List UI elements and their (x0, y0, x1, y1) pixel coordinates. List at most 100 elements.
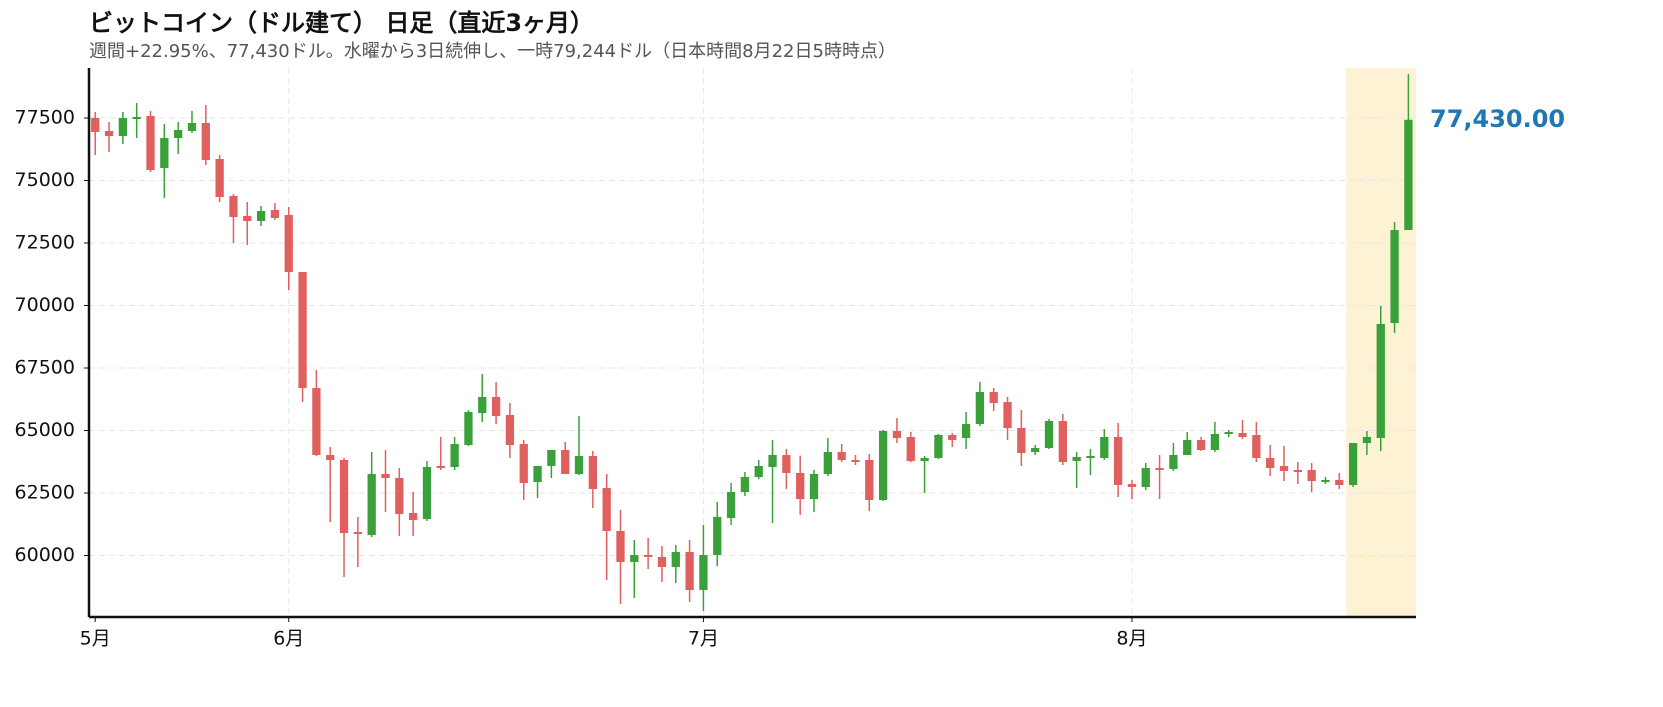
candle-body (91, 118, 100, 132)
candle-body (920, 458, 929, 461)
candle-body (1224, 432, 1233, 434)
candle-body (1293, 470, 1302, 472)
candle-body (533, 466, 542, 482)
candle-body (229, 196, 238, 217)
candle-body (975, 392, 985, 424)
candle-body (837, 452, 846, 460)
candle-body (1183, 440, 1192, 455)
candle-body (478, 397, 487, 413)
candle-body (1307, 470, 1316, 481)
candle-body (1086, 456, 1095, 458)
candle-body (561, 450, 570, 474)
candle-body (1155, 468, 1164, 470)
y-tick-label: 67500 (15, 357, 75, 379)
y-tick-label: 62500 (15, 482, 75, 504)
y-tick-label: 70000 (15, 294, 75, 316)
candle-body (312, 388, 321, 455)
candle-body (574, 456, 584, 474)
candle-body (713, 517, 722, 555)
candle-body (547, 450, 556, 466)
candle-body (1376, 324, 1385, 438)
candle-body (1017, 428, 1026, 453)
candle-body (326, 455, 335, 460)
candle-body (1238, 433, 1247, 437)
candle-body (1003, 402, 1012, 428)
x-tick-label: 7月 (688, 628, 719, 650)
candle-body (146, 116, 155, 170)
y-tick-label: 77500 (15, 107, 75, 129)
candle-body (1141, 468, 1150, 487)
candle-body (685, 552, 694, 590)
candle-body (1266, 458, 1275, 468)
candle-body (754, 466, 763, 477)
candle-body (174, 130, 183, 138)
candle-body (1252, 435, 1261, 458)
candle-body (381, 474, 390, 478)
candle-body (353, 532, 363, 534)
candle-body (865, 460, 874, 500)
candle-body (436, 466, 445, 468)
candle-body (118, 118, 128, 136)
candle-body (1196, 440, 1206, 450)
last-price-label: 77,430.00 (1430, 105, 1565, 133)
chart-title: ビットコイン（ドル建て） 日足（直近3ヶ月） (89, 9, 594, 37)
candle-body (505, 415, 515, 445)
candle-body (1279, 466, 1289, 471)
candle-body (740, 477, 750, 492)
candle-body (602, 488, 611, 531)
x-tick-label: 5月 (80, 628, 111, 650)
candle-body (616, 531, 625, 562)
candle-body (464, 412, 473, 445)
candle-body (1404, 119, 1413, 230)
candle-body (160, 138, 169, 168)
y-tick-label: 60000 (15, 544, 75, 566)
candle-body (657, 557, 667, 567)
chart-subtitle: 週間+22.95%、77,430ドル。水曜から3日続伸し、一時79,244ドル（… (89, 41, 896, 62)
candle-body (450, 444, 459, 467)
candle-body (284, 215, 293, 272)
candle-body (1113, 437, 1123, 485)
candle-body (1100, 437, 1109, 458)
candle-body (671, 552, 680, 567)
candle-body (201, 123, 210, 160)
candle-body (1044, 421, 1054, 448)
x-tick-label: 6月 (273, 628, 304, 650)
candle-body (1348, 443, 1358, 485)
candle-body (1169, 455, 1178, 469)
candle-body (892, 431, 902, 438)
candle-body (1321, 480, 1330, 482)
candle-body (906, 437, 915, 461)
candle-body (395, 478, 404, 514)
candle-body (270, 210, 280, 218)
candle-body (823, 452, 832, 474)
candle-body (187, 123, 197, 131)
candle-body (339, 460, 349, 533)
candle-body (409, 513, 418, 520)
candle-body (796, 473, 805, 499)
candle-body (782, 455, 791, 473)
candle-body (934, 435, 943, 458)
candle-body (132, 117, 141, 119)
candle-body (1058, 421, 1067, 462)
candle-body (961, 424, 971, 438)
candle-body (104, 131, 114, 136)
candle-body (1127, 484, 1137, 487)
candle-body (215, 159, 224, 197)
candle-body (256, 211, 266, 221)
y-tick-label: 72500 (15, 232, 75, 254)
candle-body (643, 555, 653, 557)
candle-body (588, 456, 597, 489)
y-tick-label: 65000 (15, 419, 75, 441)
candle-body (491, 397, 501, 416)
candle-body (948, 435, 957, 440)
candle-body (1335, 480, 1344, 485)
candle-body (519, 444, 528, 483)
candle-body (1362, 437, 1372, 443)
candle-body (1390, 230, 1399, 323)
candle-body (809, 474, 819, 499)
candle-body (367, 474, 376, 535)
candle-body (1072, 457, 1081, 461)
candle-body (298, 272, 307, 388)
